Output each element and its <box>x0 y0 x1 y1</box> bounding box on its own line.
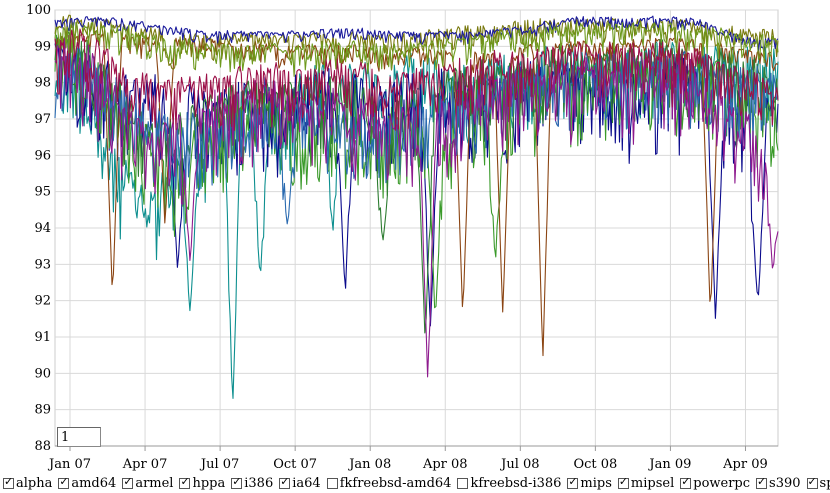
x-tick-label: Jul 08 <box>499 457 539 472</box>
smoothing-input[interactable] <box>57 427 101 447</box>
y-tick-label: 93 <box>34 257 51 272</box>
x-tick-label: Apr 08 <box>422 457 468 472</box>
legend-label: alpha <box>16 475 53 491</box>
legend-item-armel[interactable]: armel <box>119 475 174 491</box>
legend-checkbox[interactable] <box>326 477 338 489</box>
x-tick-label: Apr 07 <box>122 457 168 472</box>
legend-item-amd64[interactable]: amd64 <box>55 475 117 491</box>
x-tick-label: Jan 09 <box>647 457 691 472</box>
legend-label: fkfreebsd-amd64 <box>339 475 452 491</box>
legend-checkbox[interactable] <box>231 475 243 489</box>
legend-item-alpha[interactable]: alpha <box>0 475 53 491</box>
y-tick-label: 89 <box>34 403 51 418</box>
y-tick-label: 88 <box>34 439 51 454</box>
series-line-powerpc <box>54 34 779 378</box>
legend-item-i386[interactable]: i386 <box>228 475 274 491</box>
legend-label: ia64 <box>292 475 321 491</box>
y-tick-label: 95 <box>34 185 51 200</box>
x-tick-label: Oct 08 <box>573 457 617 472</box>
y-tick-label: 92 <box>34 294 51 309</box>
legend-label: powerpc <box>693 475 751 491</box>
legend-label: armel <box>135 475 174 491</box>
legend-checkbox[interactable] <box>122 475 134 489</box>
y-tick-label: 99 <box>34 39 51 54</box>
y-tick-label: 90 <box>34 366 51 381</box>
legend-checkbox[interactable] <box>457 477 469 489</box>
legend-label: hppa <box>192 475 226 491</box>
legend-item-mipsel[interactable]: mipsel <box>615 475 675 491</box>
y-tick-label: 91 <box>34 330 51 345</box>
series-line-sparc <box>54 28 779 131</box>
legend-label: kfreebsd-i386 <box>470 475 562 491</box>
x-tick-label: Jan 07 <box>47 457 91 472</box>
series-line-mipsel <box>54 40 779 225</box>
legend-checkbox[interactable] <box>756 475 768 489</box>
y-tick-label: 94 <box>34 221 51 236</box>
x-tick-label: Oct 07 <box>273 457 317 472</box>
legend-label: mipsel <box>630 475 675 491</box>
legend-checkbox[interactable] <box>617 475 629 489</box>
legend-checkbox[interactable] <box>279 475 291 489</box>
y-tick-label: 100 <box>26 3 51 18</box>
series-line-s390 <box>54 21 779 77</box>
x-tick-label: Apr 09 <box>722 457 768 472</box>
legend-label: s390 <box>769 475 801 491</box>
x-tick-label: Jan 08 <box>347 457 391 472</box>
y-tick-label: 96 <box>34 148 51 163</box>
legend-item-mips[interactable]: mips <box>564 475 612 491</box>
legend-item-ia64[interactable]: ia64 <box>276 475 321 491</box>
legend-item-kfreebsd-i386[interactable]: kfreebsd-i386 <box>454 476 561 491</box>
legend-checkbox[interactable] <box>179 475 191 489</box>
legend-checkbox[interactable] <box>58 475 70 489</box>
legend-label: mips <box>580 475 612 491</box>
legend-checkbox[interactable] <box>567 475 579 489</box>
legend-item-fkfreebsd-amd64[interactable]: fkfreebsd-amd64 <box>324 475 452 491</box>
x-axis: Jan 07 Apr 07 Jul 07 Oct 07 Jan 08 Apr 08 Jul … <box>47 445 778 472</box>
legend-checkbox[interactable] <box>680 475 692 489</box>
legend-checkbox[interactable] <box>3 475 14 489</box>
legend-checkbox[interactable] <box>806 475 818 489</box>
legend-item-hppa[interactable]: hppa <box>176 475 226 491</box>
legend-item-sparc[interactable]: sparc <box>804 475 830 491</box>
x-tick-label: Jul 07 <box>199 457 239 472</box>
y-tick-label: 97 <box>34 112 51 127</box>
series-legend: alpha amd64 armel hppa i386 ia64 fkfreebsd-amd… <box>0 473 830 493</box>
series-line-mips <box>54 15 779 52</box>
legend-item-s390[interactable]: s390 <box>753 475 801 491</box>
series-lines <box>54 14 779 399</box>
y-axis: 88 89 90 91 92 93 94 95 96 97 98 99 100 <box>26 3 51 454</box>
y-tick-label: 98 <box>34 76 51 91</box>
legend-label: amd64 <box>71 475 117 491</box>
legend-item-powerpc[interactable]: powerpc <box>677 475 751 491</box>
line-chart: 88 89 90 91 92 93 94 95 96 97 98 99 100 Jan 07 Apr 07… <box>26 3 779 472</box>
legend-label: i386 <box>244 475 274 491</box>
legend-label: sparc <box>819 475 830 491</box>
series-line-hppa <box>54 30 779 357</box>
